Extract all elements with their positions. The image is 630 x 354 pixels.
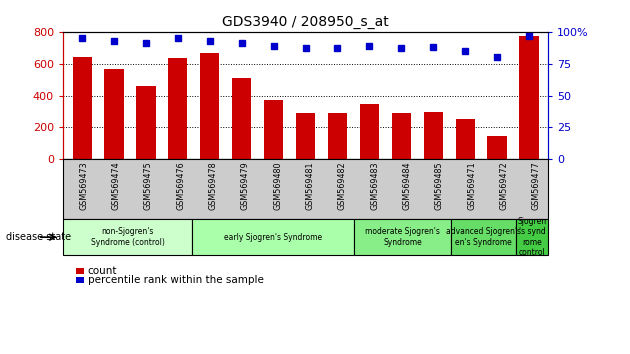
Bar [488,136,507,159]
Text: GSM569485: GSM569485 [435,161,444,210]
Bar [105,69,123,159]
Text: GSM569472: GSM569472 [500,161,508,210]
Text: GSM569481: GSM569481 [306,161,314,210]
Bar [519,36,539,159]
Bar [360,103,379,159]
Bar [232,78,251,159]
Text: count: count [88,266,117,276]
Text: moderate Sjogren's
Syndrome: moderate Sjogren's Syndrome [365,228,440,247]
Text: disease state: disease state [6,232,71,242]
Bar [455,119,474,159]
Text: percentile rank within the sample: percentile rank within the sample [88,275,263,285]
Text: GSM569478: GSM569478 [209,161,217,210]
Bar [423,112,443,159]
Text: GSM569483: GSM569483 [370,161,379,210]
Bar [72,57,92,159]
Text: GSM569476: GSM569476 [176,161,185,210]
Text: Sjogren
's synd
rome
control: Sjogren 's synd rome control [517,217,546,257]
Title: GDS3940 / 208950_s_at: GDS3940 / 208950_s_at [222,16,389,29]
Text: GSM569473: GSM569473 [79,161,88,210]
Text: GSM569484: GSM569484 [403,161,411,210]
Bar [137,86,156,159]
Bar [264,99,284,159]
Text: GSM569471: GSM569471 [467,161,476,210]
Text: GSM569479: GSM569479 [241,161,250,210]
Bar [296,113,315,159]
Text: GSM569480: GSM569480 [273,161,282,210]
Text: GSM569475: GSM569475 [144,161,153,210]
Bar [328,113,347,159]
Text: non-Sjogren's
Syndrome (control): non-Sjogren's Syndrome (control) [91,228,164,247]
Bar [200,53,219,159]
Text: GSM569474: GSM569474 [112,161,120,210]
Text: advanced Sjogren's
en's Syndrome: advanced Sjogren's en's Syndrome [446,228,521,247]
Text: early Sjogren's Syndrome: early Sjogren's Syndrome [224,233,323,242]
Text: GSM569477: GSM569477 [532,161,541,210]
Bar [392,113,411,159]
Text: GSM569482: GSM569482 [338,161,347,210]
Bar [168,58,188,159]
